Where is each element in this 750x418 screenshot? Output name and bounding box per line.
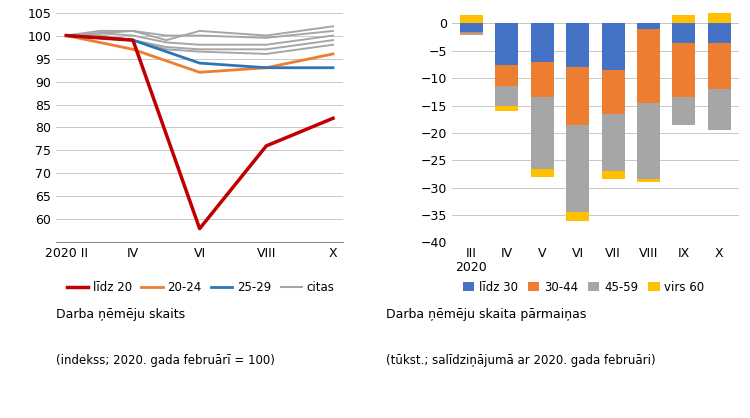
Bar	[495, 106, 518, 111]
Bar	[531, 23, 554, 62]
Bar	[708, 23, 730, 43]
Bar	[495, 64, 518, 87]
Bar	[460, 33, 483, 35]
Legend: līdz 20, 20-24, 25-29, citas: līdz 20, 20-24, 25-29, citas	[62, 276, 339, 298]
Text: (indekss; 2020. gada februārī = 100): (indekss; 2020. gada februārī = 100)	[56, 354, 275, 367]
Bar	[460, 23, 483, 32]
Bar	[602, 171, 625, 179]
Bar	[531, 97, 554, 168]
Bar	[495, 23, 518, 64]
Bar	[708, 43, 730, 89]
Bar	[531, 62, 554, 97]
Bar	[566, 67, 590, 125]
Bar	[672, 43, 695, 97]
Bar	[460, 15, 483, 23]
Bar	[566, 23, 590, 67]
Bar	[602, 114, 625, 171]
Legend: līdz 30, 30-44, 45-59, virs 60: līdz 30, 30-44, 45-59, virs 60	[458, 276, 710, 298]
Bar	[602, 70, 625, 114]
Bar	[637, 103, 660, 179]
Bar	[637, 29, 660, 103]
Bar	[672, 23, 695, 43]
Bar	[637, 179, 660, 182]
Bar	[566, 125, 590, 212]
Text: Darba ņēmēju skaits: Darba ņēmēju skaits	[56, 308, 185, 321]
Bar	[672, 15, 695, 23]
Bar	[637, 23, 660, 29]
Bar	[602, 23, 625, 70]
Bar	[531, 168, 554, 177]
Text: (tūkst.; salīdziņājumā ar 2020. gada februāri): (tūkst.; salīdziņājumā ar 2020. gada feb…	[386, 354, 656, 367]
Bar	[708, 89, 730, 130]
Bar	[566, 212, 590, 221]
Bar	[495, 87, 518, 106]
Text: Darba ņēmēju skaita pārmaiņas: Darba ņēmēju skaita pārmaiņas	[386, 308, 586, 321]
Bar	[460, 32, 483, 33]
Bar	[672, 97, 695, 125]
Bar	[708, 13, 730, 23]
